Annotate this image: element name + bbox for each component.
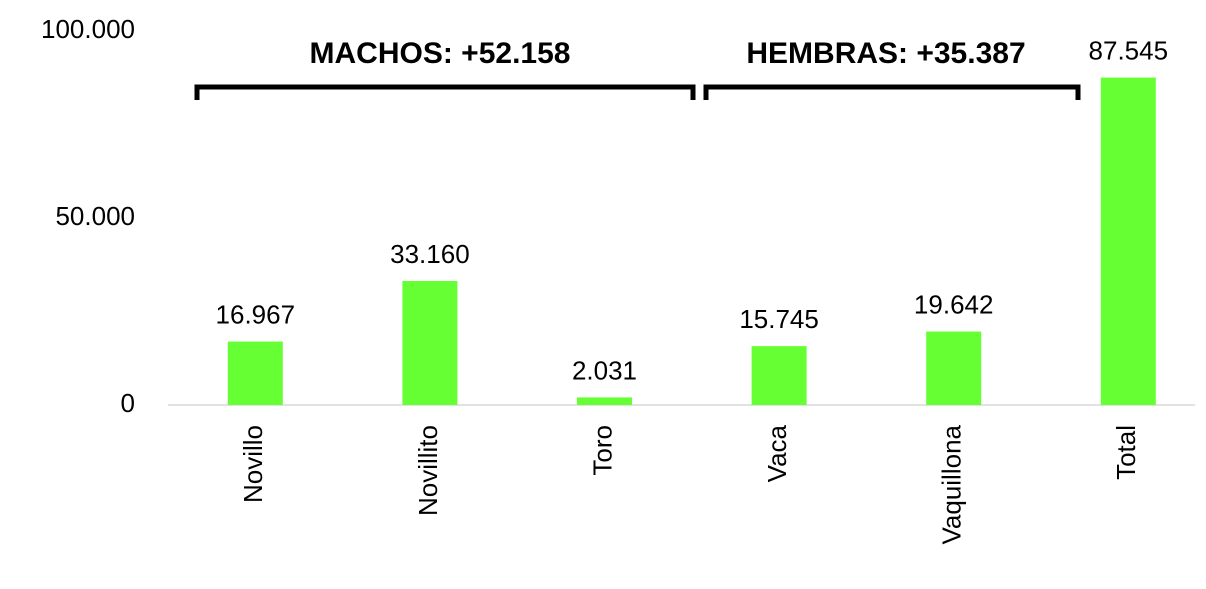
value-label: 19.642	[914, 289, 994, 319]
bar	[402, 280, 458, 405]
bar	[751, 346, 807, 405]
x-tick-label: Novillito	[413, 425, 443, 516]
bar	[227, 341, 283, 405]
bar	[577, 397, 632, 405]
bracket	[194, 84, 696, 100]
bar	[1100, 77, 1156, 406]
bracket	[703, 84, 1081, 100]
x-tick-label: Toro	[587, 425, 617, 476]
y-tick-label: 0	[121, 388, 135, 418]
value-label: 16.967	[216, 299, 296, 329]
value-label: 15.745	[739, 304, 819, 334]
x-tick-label: Total	[1111, 425, 1141, 480]
bar	[926, 331, 982, 405]
x-tick-label: Novillo	[238, 425, 268, 503]
annotation: HEMBRAS: +35.387	[746, 37, 1025, 70]
x-tick-label: Vaca	[762, 424, 792, 482]
value-label: 2.031	[572, 355, 637, 385]
value-label: 33.160	[390, 239, 470, 269]
x-tick-label: Vaquillona	[937, 424, 967, 544]
value-label: 87.545	[1089, 35, 1169, 65]
annotation: MACHOS: +52.158	[310, 37, 571, 70]
y-tick-label: 50.000	[55, 201, 135, 231]
y-tick-label: 100.000	[41, 14, 135, 44]
